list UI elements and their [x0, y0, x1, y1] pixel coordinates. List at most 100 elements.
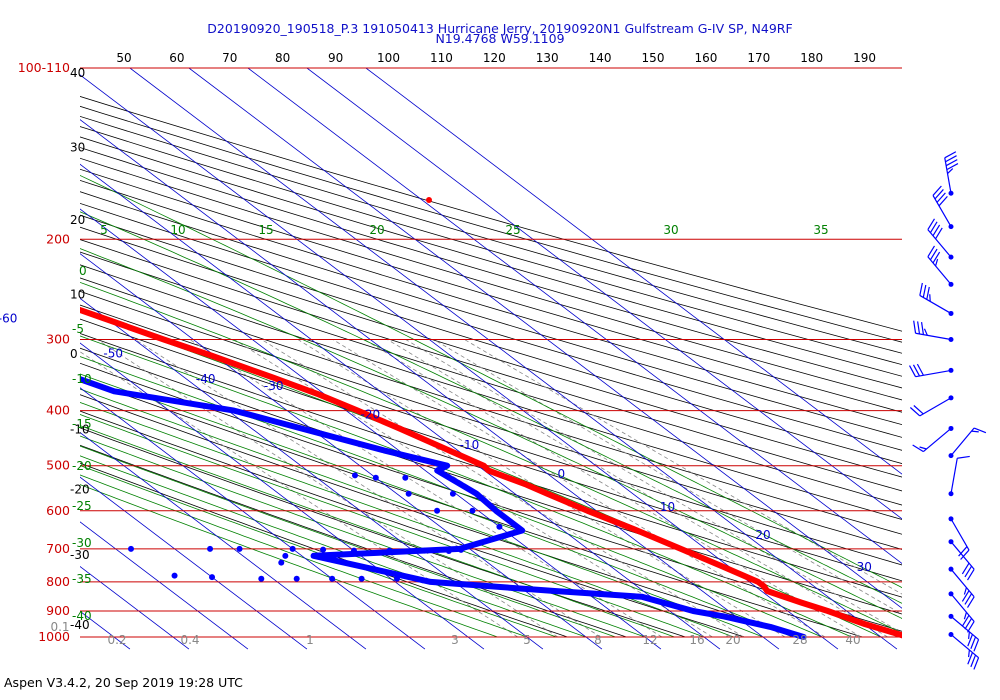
dry-adiabat-line	[80, 277, 902, 535]
mixing-ratio-label: 0.2	[107, 633, 126, 647]
dry-adiabat-line	[80, 126, 902, 366]
dewpoint-point	[405, 490, 412, 497]
mixing-ratio-label: 0.1	[50, 620, 69, 634]
moist-adiabat-line	[80, 373, 793, 638]
chart-title-line2: N19.4768 W59.1109	[435, 31, 565, 46]
isotherm-label: -60	[0, 311, 17, 325]
isotherm-line	[247, 68, 902, 565]
dry-adiabat-line	[80, 304, 902, 566]
left-temp-label: 10	[70, 287, 85, 301]
dry-adiabat-line	[80, 427, 686, 638]
isotherm-label: -50	[103, 347, 123, 361]
pressure-label: 400	[46, 403, 70, 418]
theta-tick-label: 180	[800, 51, 823, 65]
theta-tick-label: 80	[275, 51, 290, 65]
wind-barbs	[908, 151, 987, 670]
wind-barb	[912, 425, 954, 453]
wind-barb	[908, 363, 954, 378]
dry-adiabat-line	[80, 239, 902, 492]
mixing-ratio-line	[96, 339, 559, 638]
moist-adiabat-line	[80, 356, 823, 638]
moist-adiabat-line	[80, 401, 734, 638]
wind-barb	[948, 516, 970, 560]
isotherm-line	[80, 521, 249, 650]
dewpoint-point	[209, 574, 216, 581]
moist-top-label: 5	[100, 223, 108, 237]
moist-left-label: -25	[72, 499, 92, 513]
dewpoint-point	[458, 546, 465, 553]
theta-tick-label: 120	[483, 51, 506, 65]
wind-barb	[927, 218, 954, 260]
dewpoint-point	[419, 577, 426, 584]
moist-top-label: 15	[258, 223, 273, 237]
mixing-ratio-label: 16	[689, 633, 704, 647]
moist-adiabat-line	[80, 464, 557, 638]
pressure-label: 100-110	[18, 60, 70, 75]
theta-tick-label: 100	[377, 51, 400, 65]
dry-adiabat-line	[80, 191, 902, 438]
dewpoint-point	[278, 559, 285, 566]
sounding-data	[80, 197, 902, 640]
mixing-ratio-line	[261, 339, 744, 638]
dry-adiabat-line	[80, 264, 902, 520]
dry-adiabat-line	[80, 251, 902, 506]
wind-barb	[932, 185, 954, 230]
moist-left-label: -15	[72, 417, 92, 431]
wind-barb	[948, 613, 980, 652]
moist-adiabat-line	[80, 435, 646, 638]
dry-adiabats	[80, 96, 902, 638]
isotherm-label: 10	[660, 500, 675, 514]
moist-adiabat-line	[80, 474, 528, 638]
dewpoint-point	[320, 546, 327, 553]
isotherm-line	[80, 431, 367, 650]
dewpoint-point	[289, 545, 296, 552]
isotherm-line	[80, 566, 190, 650]
wind-barb	[944, 151, 959, 196]
dry-adiabat-line	[80, 179, 902, 426]
isotherm-label: 20	[755, 528, 770, 542]
dry-adiabat-line	[80, 115, 902, 354]
dewpoint-point	[258, 575, 265, 582]
moist-adiabat-line	[80, 425, 675, 638]
dewpoint-point	[127, 545, 134, 552]
dry-adiabat-line	[80, 462, 568, 638]
mixing-ratio-label: 0.4	[180, 633, 199, 647]
dry-adiabat-line	[80, 147, 902, 389]
moist-adiabat-line	[80, 388, 764, 638]
moist-adiabat-line	[80, 281, 902, 634]
isotherm-line	[80, 476, 308, 650]
pressure-label: 600	[46, 503, 70, 518]
dewpoint-point	[449, 490, 456, 497]
wind-barb	[948, 632, 980, 670]
isotherm-label: -40	[196, 372, 216, 386]
moist-adiabats	[80, 174, 902, 638]
dewpoint-point	[496, 523, 503, 530]
chart-title-line1: D20190920_190518_P.3 191050413 Hurricane…	[207, 21, 793, 36]
wind-barb	[909, 395, 954, 417]
theta-tick-label: 90	[328, 51, 343, 65]
mixing-ratio-line	[405, 339, 902, 634]
isotherm-line	[0, 68, 12, 649]
isotherm-line	[129, 68, 898, 650]
temperature-point	[426, 197, 432, 203]
mixing-ratio-lines	[80, 339, 902, 638]
isotherm-line	[0, 68, 71, 649]
moist-left-label: -5	[72, 322, 84, 336]
moist-top-label: 30	[663, 223, 678, 237]
wind-barb	[919, 282, 954, 316]
theta-tick-label: 140	[589, 51, 612, 65]
moist-left-label: -35	[72, 572, 92, 586]
dry-adiabat-line	[80, 226, 902, 478]
wind-barb	[948, 455, 970, 497]
wind-barb	[948, 566, 975, 608]
left-temp-label: 40	[70, 66, 85, 80]
moist-top-label: 10	[170, 223, 185, 237]
left-temp-label: -20	[70, 482, 90, 496]
isotherm-line	[80, 387, 426, 650]
dry-adiabat-line	[80, 157, 902, 401]
mixing-ratio-line	[233, 339, 713, 638]
left-temp-label: 20	[70, 213, 85, 227]
dewpoint-point	[282, 552, 289, 559]
